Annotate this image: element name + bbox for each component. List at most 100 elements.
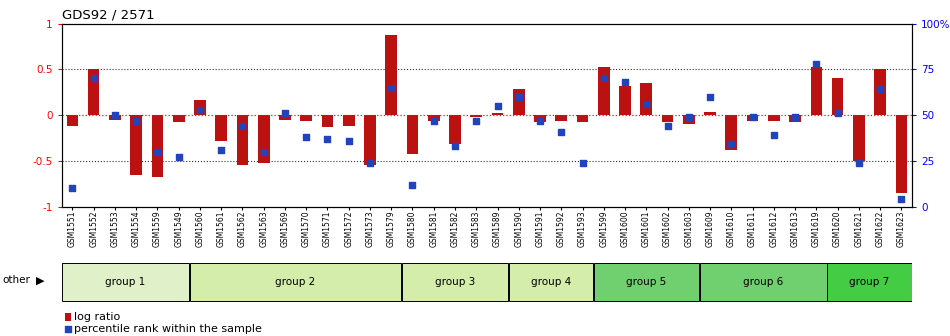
Bar [87,69,100,115]
Bar [594,263,699,301]
Bar [449,115,461,144]
Bar [683,115,694,124]
Point [618,79,633,85]
Text: log ratio: log ratio [74,312,120,322]
Point [256,149,272,155]
Point [298,134,314,140]
Bar [853,115,864,161]
Bar [257,115,270,163]
Point [468,118,484,123]
Bar [322,115,333,127]
Point [767,132,782,138]
Point [86,76,102,81]
Point [65,185,80,191]
Point [150,149,165,155]
Point [532,118,547,123]
Bar [810,68,822,115]
Text: group 7: group 7 [849,277,889,287]
Bar [832,79,844,115]
Point [192,107,207,112]
Point [681,114,696,120]
Point [808,61,824,67]
Text: percentile rank within the sample: percentile rank within the sample [74,324,262,334]
Point [575,160,590,165]
Bar [556,115,567,121]
Text: group 4: group 4 [530,277,571,287]
Point [362,160,377,165]
Point [660,123,675,129]
Bar [662,115,674,122]
Bar [173,115,184,122]
Point [235,123,250,129]
Bar [619,86,631,115]
Text: group 3: group 3 [435,277,475,287]
Point [872,87,887,92]
Bar [364,115,376,165]
Point [511,94,526,99]
Bar [152,115,163,177]
Bar [279,115,291,120]
Bar [62,263,189,301]
Bar [534,115,546,122]
Point [830,111,846,116]
Bar [513,89,524,115]
Bar [789,115,801,122]
Point [745,114,760,120]
Bar [827,263,912,301]
Point [554,129,569,134]
Bar [747,115,758,121]
Bar [130,115,142,175]
Point [894,197,909,202]
Bar [109,115,121,120]
Bar [726,115,737,150]
Point [490,103,505,109]
Bar [407,115,418,154]
Text: group 2: group 2 [276,277,315,287]
Text: group 5: group 5 [626,277,666,287]
Text: other: other [2,275,29,285]
Bar [896,115,907,193]
Bar [343,115,354,126]
Point [171,155,186,160]
Bar [65,313,70,321]
Bar [577,115,588,122]
Point [277,111,293,116]
Point [405,182,420,187]
Bar [190,263,402,301]
Bar [598,68,610,115]
Bar [300,115,312,121]
Point [597,76,612,81]
Bar [386,35,397,115]
Bar [428,115,440,122]
Point [851,160,866,165]
Bar [874,69,886,115]
Bar [700,263,826,301]
Text: group 6: group 6 [743,277,784,287]
Bar [66,115,78,126]
Point [107,112,123,118]
Bar [194,100,206,115]
Point [724,142,739,147]
Point [384,85,399,90]
Bar [492,113,504,115]
Point [214,147,229,153]
Bar [768,115,780,121]
Bar [216,115,227,141]
Point [638,101,654,107]
Point [341,138,356,143]
Text: GDS92 / 2571: GDS92 / 2571 [62,8,154,22]
Text: group 1: group 1 [105,277,145,287]
Point [427,118,442,123]
Point [447,143,463,149]
Bar [704,112,716,115]
Point [702,94,717,99]
Bar [470,115,482,117]
Bar [508,263,593,301]
Point [320,136,335,141]
Bar [237,115,248,165]
Text: ▶: ▶ [36,275,45,285]
Bar [402,263,507,301]
Bar [640,83,652,115]
Point [251,273,266,278]
Point [788,114,803,120]
